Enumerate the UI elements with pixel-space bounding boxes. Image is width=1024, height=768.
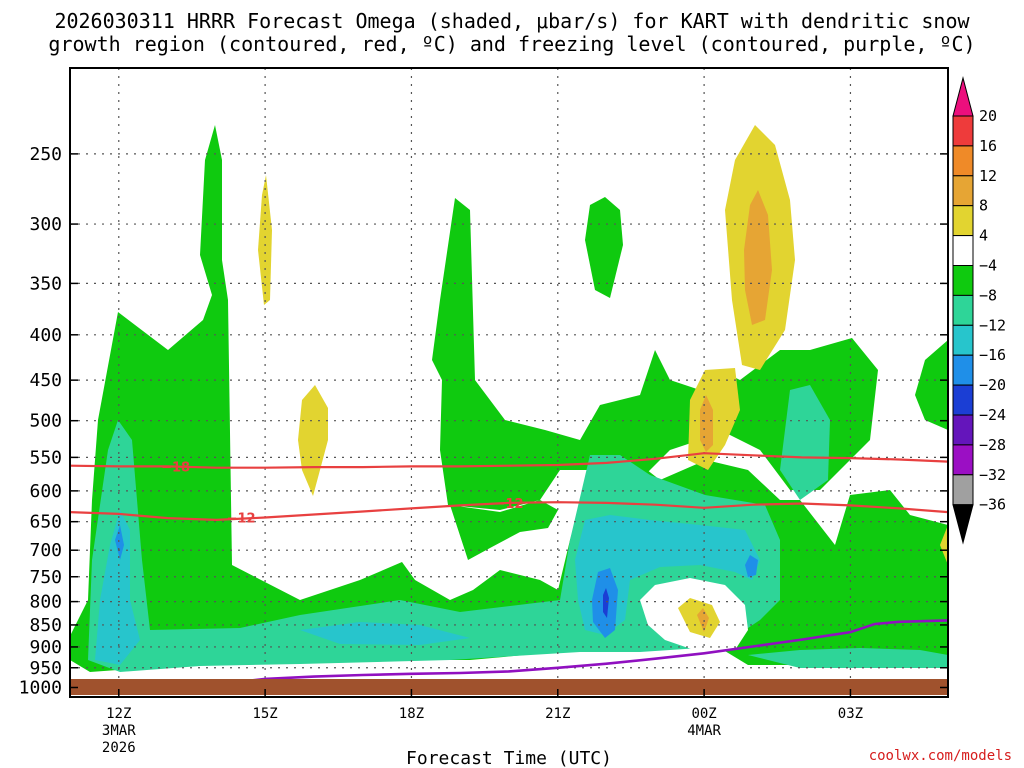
y-axis: 2503003504004505005506006507007508008509… xyxy=(19,144,948,698)
omega-region-orange-low xyxy=(697,608,709,632)
omega-region-blue-low xyxy=(115,525,124,560)
colorbar-segment xyxy=(952,205,974,237)
colorbar-label: −16 xyxy=(979,346,1006,364)
x-tick-label: 00Z xyxy=(691,706,716,722)
colorbar-label: 4 xyxy=(979,227,988,245)
y-tick-label: 850 xyxy=(29,615,62,636)
omega-region-cyan-low xyxy=(95,510,140,665)
y-tick-label: 950 xyxy=(29,658,62,679)
omega-region-cyan xyxy=(575,515,760,635)
y-tick-label: 750 xyxy=(29,567,62,588)
omega-region-yellow-15z xyxy=(258,175,272,305)
colorbar-segment xyxy=(952,384,974,416)
omega-region-green-mid xyxy=(432,198,878,510)
omega-region-yellow-mid xyxy=(688,368,740,470)
omega-region-teal-right xyxy=(780,385,830,500)
colorbar-label: −36 xyxy=(979,496,1006,514)
colorbar-segment xyxy=(952,414,974,446)
colorbar-label: −28 xyxy=(979,436,1006,454)
y-tick-label: 400 xyxy=(29,325,62,346)
y-tick-label: 700 xyxy=(29,540,62,561)
omega-region-white-gap xyxy=(520,540,555,578)
colorbar-segment xyxy=(952,474,974,506)
x-tick-label: 03Z xyxy=(838,706,863,722)
colorbar-label: 16 xyxy=(979,137,997,155)
colorbar-segment xyxy=(952,265,974,296)
omega-region-teal-sfc xyxy=(748,648,948,668)
colorbar-label: 8 xyxy=(979,197,988,215)
omega-region-green-band xyxy=(450,500,558,560)
omega-region-darkblue xyxy=(603,588,609,618)
y-tick-label: 500 xyxy=(29,411,62,432)
dgz-contour-1 xyxy=(70,501,948,522)
chart-title-line-2: growth region (contoured, red, ºC) and f… xyxy=(48,32,976,56)
omega-region-green-right xyxy=(915,340,948,430)
colorbar-top-arrow xyxy=(952,76,974,117)
contour-label: −12 xyxy=(495,497,524,512)
y-tick-label: 900 xyxy=(29,637,62,658)
y-tick-label: 250 xyxy=(29,144,62,165)
colorbar-segment xyxy=(952,324,974,356)
colorbar-segment xyxy=(952,294,974,326)
y-tick-label: 1000 xyxy=(19,677,62,698)
y-tick-label: 450 xyxy=(29,370,62,391)
colorbar-segment xyxy=(952,145,974,177)
x-tick-label: 18Z xyxy=(399,706,424,722)
dgz-contour-0 xyxy=(70,452,948,469)
x-tick-date: 4MAR xyxy=(687,723,721,739)
colorbar-segment xyxy=(952,175,974,207)
colorbar-label: −24 xyxy=(979,406,1006,424)
colorbar-label: −8 xyxy=(979,286,997,304)
y-tick-label: 650 xyxy=(29,512,62,533)
y-tick-label: 550 xyxy=(29,447,62,468)
omega-region-yellow-right xyxy=(940,525,948,565)
chart-grid xyxy=(70,68,948,697)
colorbar-segment xyxy=(952,354,974,386)
x-tick-year: 2026 xyxy=(102,740,136,756)
plot-frame xyxy=(69,67,949,698)
x-tick-label: 15Z xyxy=(252,706,277,722)
colorbar-label: −12 xyxy=(979,316,1006,334)
omega-shading xyxy=(70,125,948,672)
colorbar-segment xyxy=(952,235,974,267)
contour-label: −12 xyxy=(227,512,256,527)
colorbar-label: 20 xyxy=(979,107,997,125)
colorbar-label: 12 xyxy=(979,167,997,185)
colorbar-legend: 20 16 12 8 4 −4 −8 −12 −16 −20 −24 −28 −32 −36 xyxy=(952,76,1006,545)
y-tick-label: 600 xyxy=(29,481,62,502)
colorbar-bottom-arrow xyxy=(952,504,974,545)
omega-region-orange-mid xyxy=(700,395,713,452)
colorbar-label: −20 xyxy=(979,376,1006,394)
y-tick-label: 300 xyxy=(29,214,62,235)
x-tick-label: 21Z xyxy=(545,706,570,722)
colorbar-label: −32 xyxy=(979,466,1006,484)
x-tick-date: 3MAR xyxy=(102,723,136,739)
omega-region-green-upper xyxy=(585,197,623,298)
x-axis-label: Forecast Time (UTC) xyxy=(406,748,612,768)
colorbar-segment xyxy=(952,115,974,147)
omega-region-cyan-band xyxy=(300,622,470,645)
x-tick-label: 12Z xyxy=(106,706,131,722)
contour-label: −18 xyxy=(161,460,190,475)
credit-text: coolwx.com/models xyxy=(869,748,1012,764)
chart-title-line-1: 2026030311 HRRR Forecast Omega (shaded, … xyxy=(54,9,970,33)
y-tick-label: 350 xyxy=(29,273,62,294)
omega-region-blue-small xyxy=(745,555,758,577)
omega-region-yellow-16z xyxy=(298,385,328,496)
colorbar-label: −4 xyxy=(979,257,997,275)
colorbar-segment xyxy=(952,444,974,476)
ground-strip xyxy=(70,679,948,695)
y-tick-label: 800 xyxy=(29,592,62,613)
